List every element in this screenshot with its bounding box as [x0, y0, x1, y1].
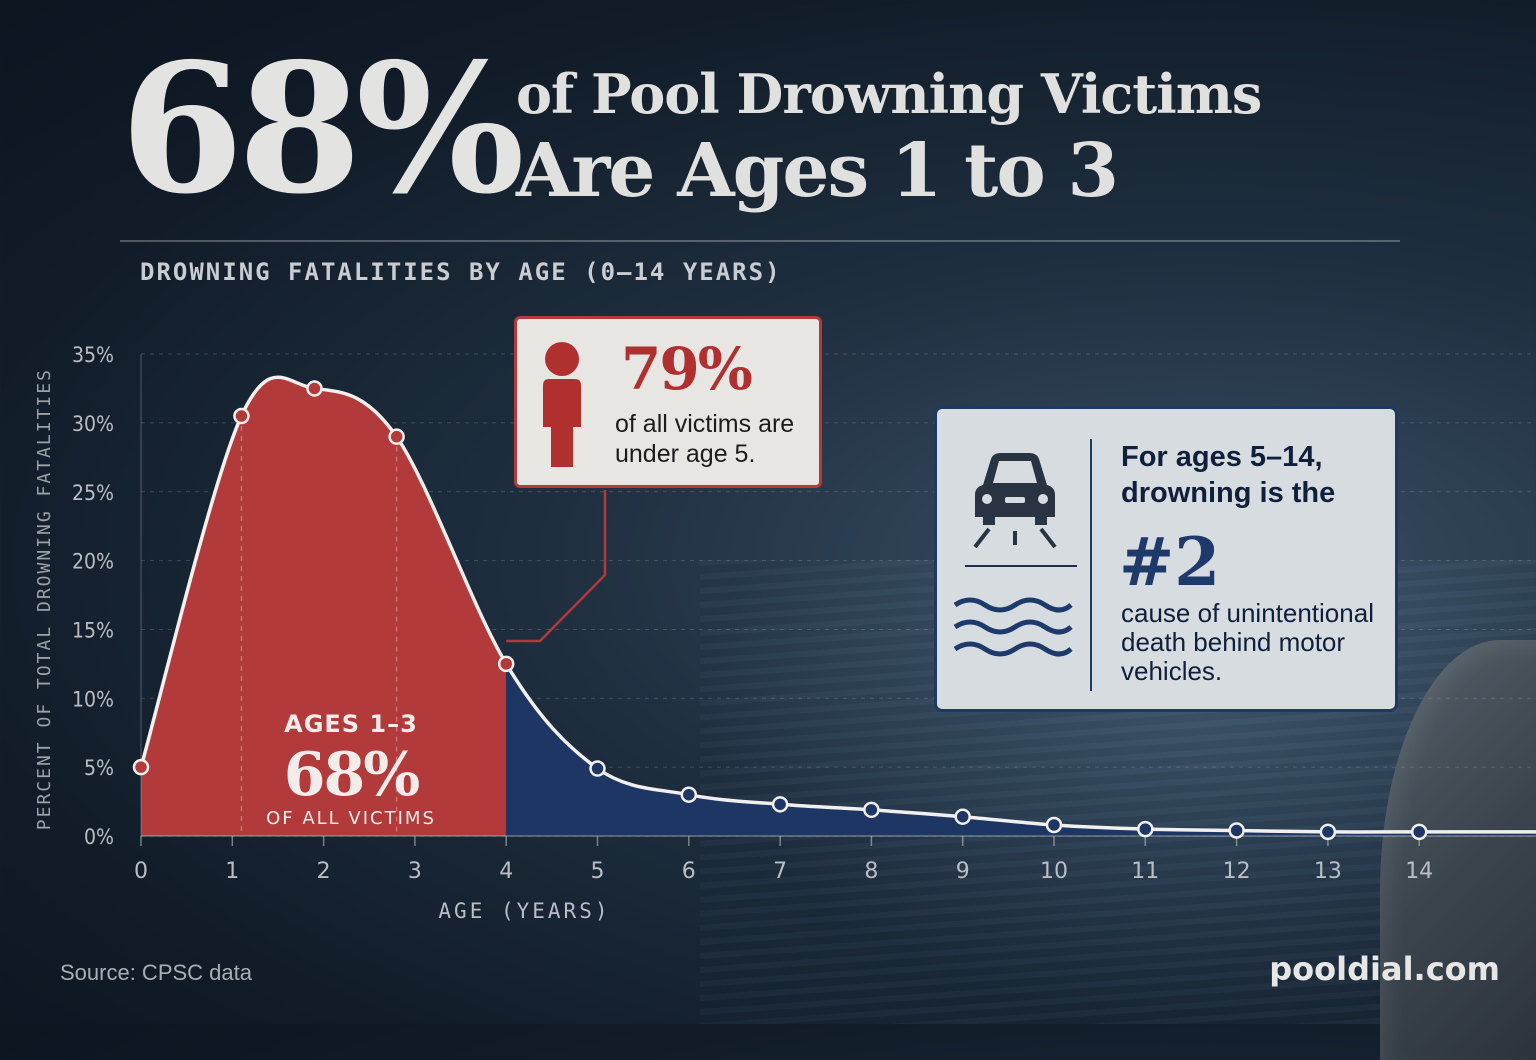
brand-url: pooldial.com	[1269, 950, 1500, 988]
data-point	[589, 760, 606, 777]
y-tick-label: 10%	[72, 687, 114, 711]
x-tick-label: 6	[682, 859, 696, 884]
highlight-label-value: 68%	[284, 740, 419, 810]
y-tick-label: 20%	[72, 550, 114, 574]
highlight-label-bottom: OF ALL VICTIMS	[266, 808, 436, 829]
person-icon	[543, 342, 581, 467]
data-point	[680, 786, 698, 803]
y-tick-label: 15%	[72, 618, 114, 642]
x-tick-label: 0	[134, 859, 148, 884]
data-point	[388, 428, 405, 445]
data-point	[132, 758, 150, 776]
data-point	[1228, 822, 1245, 839]
data-point	[863, 801, 880, 819]
data-point	[1137, 820, 1154, 838]
ages-5-14-lead: For ages 5–14, drowning is the	[1121, 441, 1336, 509]
x-tick-label: 1	[225, 859, 239, 884]
car-icon	[973, 453, 1057, 549]
under-five-text: of all victims are under age 5.	[615, 410, 795, 468]
data-point	[497, 655, 515, 673]
data-point	[1319, 823, 1337, 841]
highlight-area-ages-0-4	[141, 377, 507, 836]
chart-subtitle: DROWNING FATALITIES BY AGE (0–14 YEARS)	[140, 258, 782, 286]
data-point	[954, 808, 971, 825]
y-tick-label: 25%	[72, 481, 114, 505]
data-point	[1045, 816, 1063, 834]
x-tick-label: 9	[956, 859, 970, 884]
x-tick-label: 4	[499, 859, 513, 884]
label-layer: AGES 1–368%OF ALL VICTIMS	[266, 490, 607, 829]
y-tick-label: 0%	[84, 825, 114, 849]
y-tick-label: 5%	[84, 756, 114, 780]
data-point	[233, 407, 250, 425]
icon-divider	[965, 565, 1077, 567]
under-five-callout: 79% of all victims are under age 5.	[514, 316, 822, 488]
axis-layer: 0%5%10%15%20%25%30%35%0 1 2 3 4 5 6 7 8 9 10 11 12 13…	[34, 343, 1536, 923]
x-tick-label: 3	[408, 859, 422, 884]
x-tick-label: 13	[1314, 859, 1342, 884]
y-tick-label: 35%	[72, 343, 114, 367]
headline-line-2: Are Ages 1 to 3	[516, 128, 1119, 214]
highlight-label-top: AGES 1–3	[284, 710, 418, 738]
x-axis-title: AGE (YEARS)	[438, 899, 610, 923]
headline-line-1: of Pool Drowning Victims	[516, 62, 1262, 126]
data-point	[306, 380, 323, 397]
under-five-stat: 79%	[621, 335, 753, 403]
x-tick-label: 10	[1040, 859, 1068, 884]
source-note: Source: CPSC data	[60, 960, 252, 985]
ages-5-14-tail: cause of unintentional death behind moto…	[1121, 598, 1374, 686]
x-tick-label: 5	[591, 859, 605, 884]
data-point	[1410, 823, 1428, 841]
y-axis-title: PERCENT OF TOTAL DROWNING FATALITIES	[34, 368, 55, 830]
x-tick-label: 2	[317, 859, 331, 884]
callout-divider	[1090, 439, 1092, 691]
title-divider	[120, 240, 1400, 242]
x-tick-label: 8	[864, 859, 878, 884]
area-ages-4-15	[506, 663, 1536, 836]
x-tick-label: 11	[1131, 859, 1159, 884]
data-point	[771, 796, 789, 813]
x-tick-label: 12	[1223, 859, 1251, 884]
y-tick-label: 30%	[72, 412, 114, 436]
headline-stat: 68%	[120, 24, 525, 233]
callout-leader-line	[506, 490, 607, 643]
ages-5-14-callout: For ages 5–14, drowning is the #2 cause …	[934, 406, 1398, 712]
waves-icon	[953, 597, 1073, 657]
x-tick-label: 14	[1405, 859, 1433, 884]
x-tick-label: 7	[773, 859, 787, 884]
point-layer	[132, 380, 1428, 841]
rank-stat: #2	[1119, 523, 1221, 601]
